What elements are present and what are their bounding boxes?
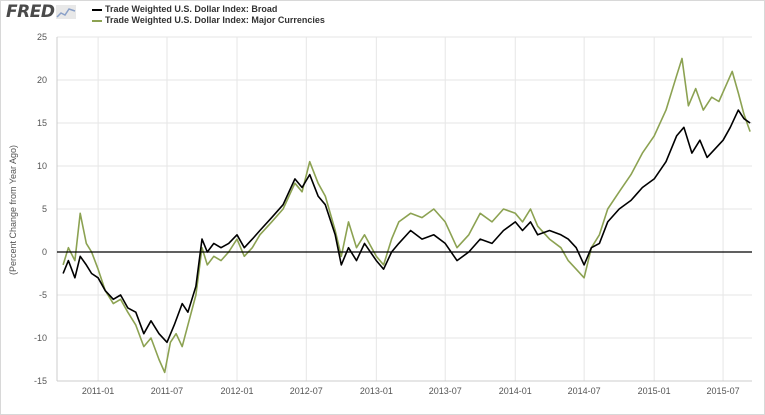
x-tick-label: 2015-01 bbox=[638, 386, 671, 396]
legend-label-major: Trade Weighted U.S. Dollar Index: Major … bbox=[105, 15, 325, 25]
chart-legend: Trade Weighted U.S. Dollar Index: Broad … bbox=[92, 4, 325, 26]
y-axis-label: (Percent Change from Year Ago) bbox=[8, 145, 18, 275]
y-tick-label: 5 bbox=[42, 204, 47, 214]
legend-entry-major: Trade Weighted U.S. Dollar Index: Major … bbox=[92, 15, 325, 26]
x-tick-label: 2011-01 bbox=[82, 386, 114, 396]
y-tick-label: -15 bbox=[34, 376, 47, 386]
x-tick-label: 2012-07 bbox=[290, 386, 323, 396]
legend-label-broad: Trade Weighted U.S. Dollar Index: Broad bbox=[105, 4, 278, 14]
legend-swatch-broad bbox=[92, 8, 102, 11]
fred-logo: FRED bbox=[6, 2, 77, 22]
x-tick-label: 2013-01 bbox=[360, 386, 393, 396]
x-tick-label: 2014-01 bbox=[499, 386, 532, 396]
legend-entry-broad: Trade Weighted U.S. Dollar Index: Broad bbox=[92, 4, 325, 15]
y-tick-label: 15 bbox=[37, 118, 47, 128]
fred-logo-text: FRED bbox=[6, 2, 55, 22]
y-tick-label: 10 bbox=[37, 161, 47, 171]
y-tick-label: -5 bbox=[39, 290, 47, 300]
x-tick-label: 2013-07 bbox=[429, 386, 462, 396]
legend-swatch-major bbox=[92, 19, 102, 22]
x-tick-label: 2014-07 bbox=[568, 386, 601, 396]
line-graph-icon bbox=[56, 5, 77, 19]
y-tick-label: 25 bbox=[37, 32, 47, 42]
grid-lines bbox=[57, 36, 752, 382]
series-line-major bbox=[62, 57, 751, 374]
x-tick-label: 2011-07 bbox=[151, 386, 183, 396]
x-tick-label: 2015-07 bbox=[707, 386, 740, 396]
series-lines bbox=[62, 57, 751, 374]
axis-labels: 25 20 15 10 5 0 -5 -10 -15 2011-01 2011-07 2012-01 2… bbox=[34, 32, 752, 396]
y-tick-label: 0 bbox=[42, 247, 47, 257]
y-tick-label: 20 bbox=[37, 75, 47, 85]
x-tick-label: 2012-01 bbox=[221, 386, 254, 396]
y-tick-label: -10 bbox=[34, 333, 47, 343]
